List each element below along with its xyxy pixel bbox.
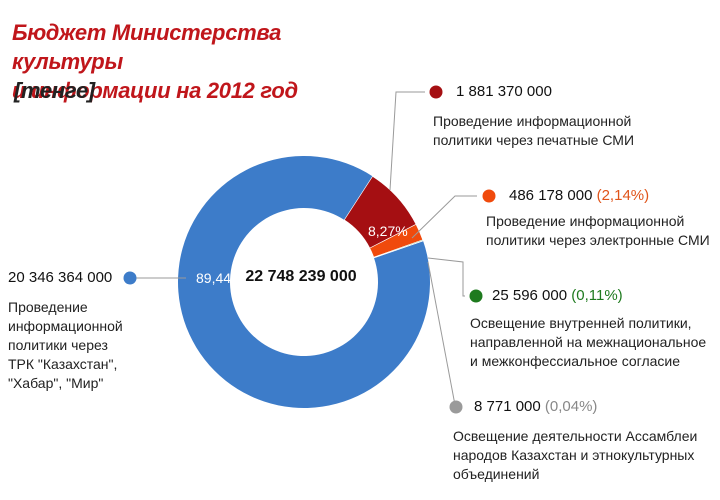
callout-assembly-desc-line: народов Казахстан и этнокультурных [453,447,695,463]
slice-label-trk-percent: 89,44% [196,270,244,286]
legend-dot-internal [469,289,483,303]
callout-trk-desc-line: информационной [8,318,123,334]
callout-assembly-desc-line: Освещение деятельности Ассамблеи [453,428,698,444]
callout-internal-desc-line: Освещение внутренней политики, [470,315,692,331]
legend-dot-trk [123,271,137,285]
donut-slices [178,156,430,409]
leader-line-print [389,91,425,191]
slice-trk [178,156,430,409]
callout-internal-value: 25 596 000 (0,11%) [492,287,623,304]
callout-electronic-desc-line: политики через электронные СМИ [486,232,710,248]
callout-trk-desc-line: ТРК "Казахстан", [8,356,118,372]
callout-trk-desc-line: политики через [8,337,108,353]
callout-internal-percent: (0,11%) [571,287,623,304]
callout-internal-desc-line: направленной на межнациональное [470,334,707,350]
callout-internal-amount: 25 596 000 [492,287,568,304]
callout-trk-description: Проведение информационной политики через… [8,298,168,393]
callout-print-value: 1 881 370 000 [456,83,552,100]
callout-print-description: Проведение информационной политики через… [433,112,713,150]
leader-line-internal [427,257,465,297]
callout-electronic-percent: (2,14%) [596,187,650,204]
callout-dots [123,85,496,414]
donut-center-total: 22 748 239 000 [245,268,357,285]
callout-assembly-desc-line: объединений [453,466,540,482]
leader-line-assembly [427,261,456,406]
slice-assembly [373,240,424,259]
chart-unit: [тенге] [14,78,95,103]
legend-dot-assembly [449,400,463,414]
callout-print-desc-line: политики через печатные СМИ [433,132,635,148]
chart-title-line2: и информации на 2012 год [12,78,298,103]
chart-title-line1: Бюджет Министерства культуры [12,20,282,74]
callout-electronic-description: Проведение информационной политики через… [486,212,716,250]
callout-assembly-value: 8 771 000 (0,04%) [474,398,597,415]
callout-internal-description: Освещение внутренней политики, направлен… [470,314,715,371]
callout-leaders [131,91,477,406]
callout-trk-desc-line: "Хабар", "Мир" [8,375,104,391]
slice-label-print-percent: 8,27% [368,223,408,239]
leader-line-electronic [411,195,477,239]
callout-trk-desc-line: Проведение [8,299,88,315]
legend-dot-electronic [482,189,496,203]
callout-electronic-amount: 486 178 000 [509,187,593,204]
callout-assembly-amount: 8 771 000 [474,398,541,415]
callout-assembly-description: Освещение деятельности Ассамблеи народов… [453,427,713,484]
callout-electronic-value: 486 178 000 (2,14%) [509,187,649,204]
callout-trk-value: 20 346 364 000 [8,269,113,286]
callout-print-desc-line: Проведение информационной [433,113,632,129]
chart-title: Бюджет Министерства культуры и информаци… [12,18,392,105]
legend-dot-print [429,85,443,99]
callout-assembly-percent: (0,04%) [544,398,598,415]
callout-electronic-desc-line: Проведение информационной [486,213,685,229]
callout-internal-desc-line: и межконфессиальное согласие [470,353,680,369]
